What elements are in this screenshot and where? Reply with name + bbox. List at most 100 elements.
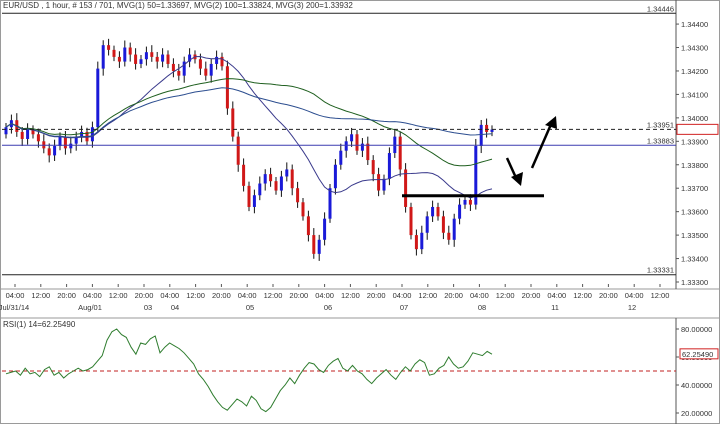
time-tick-label: 20:00	[57, 291, 76, 300]
level-label: 1.33331	[647, 266, 674, 275]
candle-up	[328, 188, 332, 219]
level-label: 1.33883	[647, 136, 674, 145]
candle-up	[252, 195, 256, 207]
candle-up	[182, 61, 186, 76]
date-label: Aug/01	[78, 303, 102, 312]
candle-up	[323, 218, 327, 240]
candle-up	[101, 45, 105, 69]
candle-down	[220, 56, 224, 67]
date-label: 06	[324, 303, 332, 312]
time-tick-label: 20:00	[522, 291, 541, 300]
rsi-line	[5, 328, 493, 413]
time-tick-label: 04:00	[315, 291, 334, 300]
candle-down	[171, 63, 175, 71]
time-tick-label: 04:00	[547, 291, 566, 300]
rsi-tick-label: 80.00000	[681, 325, 712, 334]
candle-down	[414, 235, 418, 250]
candle-down	[204, 68, 208, 76]
rsi-tick-label: 40.00000	[681, 381, 712, 390]
price-tick-label: 1.33300	[681, 278, 708, 287]
candle-down	[198, 59, 202, 69]
candle-down	[371, 160, 375, 175]
candle-down	[404, 169, 408, 207]
candle-down	[236, 136, 240, 165]
time-tick-label: 12:00	[573, 291, 592, 300]
candle-up	[479, 124, 483, 146]
candle-down	[468, 199, 472, 205]
time-tick-label: 04:00	[160, 291, 179, 300]
candle-down	[117, 56, 121, 62]
candle-down	[296, 188, 300, 203]
moving-average-line	[5, 55, 493, 199]
time-tick-label: 12:00	[341, 291, 360, 300]
candle-up	[258, 183, 262, 196]
candle-down	[485, 124, 489, 132]
time-tick-label: 04:00	[238, 291, 257, 300]
candle-down	[20, 131, 24, 139]
candle-up	[74, 136, 78, 144]
candle-up	[263, 174, 267, 184]
price-tick-label: 1.34300	[681, 44, 708, 53]
candle-up	[431, 206, 435, 217]
time-tick-label: 04:00	[470, 291, 489, 300]
candle-down	[107, 45, 111, 50]
candle-up	[4, 127, 8, 135]
candle-up	[209, 63, 213, 76]
candle-down	[306, 216, 310, 236]
date-label: 12	[628, 303, 636, 312]
up-arrow-head	[545, 116, 557, 129]
date-label: 04	[171, 303, 179, 312]
candle-up	[285, 169, 289, 177]
time-tick-label: 12:00	[264, 291, 283, 300]
candle-down	[47, 148, 51, 156]
time-tick-label: 12:00	[109, 291, 128, 300]
candle-down	[409, 206, 413, 236]
date-label: 05	[246, 303, 254, 312]
current-price-box	[676, 123, 719, 135]
candle-up	[458, 204, 462, 219]
candle-up	[58, 136, 62, 146]
price-tick-label: 1.34100	[681, 90, 708, 99]
candle-up	[90, 127, 94, 142]
price-tick-label: 1.34000	[681, 114, 708, 123]
candle-up	[144, 52, 148, 60]
date-label: 08	[478, 303, 486, 312]
price-tick-label: 1.33500	[681, 231, 708, 240]
moving-average-line	[5, 87, 493, 138]
candle-up	[123, 47, 127, 62]
candle-down	[177, 70, 181, 76]
level-label: 1.34446	[647, 4, 674, 13]
candle-down	[290, 169, 294, 189]
candle-up	[425, 216, 429, 233]
rsi-current-box	[679, 348, 719, 360]
candle-down	[63, 136, 67, 149]
candle-down	[128, 47, 132, 55]
down-arrow-head	[511, 172, 523, 186]
price-tick-label: 1.33400	[681, 255, 708, 264]
time-tick-label: 04:00	[625, 291, 644, 300]
candle-up	[420, 232, 424, 250]
candle-down	[134, 54, 138, 64]
price-tick-label: 1.33700	[681, 184, 708, 193]
candle-down	[225, 66, 229, 109]
candle-down	[377, 174, 381, 191]
time-tick-label: 12:00	[31, 291, 50, 300]
candle-down	[36, 134, 40, 142]
candle-up	[360, 143, 364, 151]
candle-up	[53, 146, 57, 156]
rsi-current-label: 62.25490	[682, 350, 713, 359]
level-label: 1.33951	[647, 120, 674, 129]
price-tick-label: 1.33600	[681, 208, 708, 217]
candle-up	[382, 178, 386, 191]
candle-up	[344, 141, 348, 151]
candle-down	[150, 52, 154, 57]
candle-up	[339, 150, 343, 165]
candle-up	[80, 131, 84, 137]
candle-down	[31, 129, 35, 135]
candle-down	[355, 134, 359, 151]
candle-down	[312, 235, 316, 254]
candle-up	[474, 146, 478, 205]
candle-up	[452, 218, 456, 240]
